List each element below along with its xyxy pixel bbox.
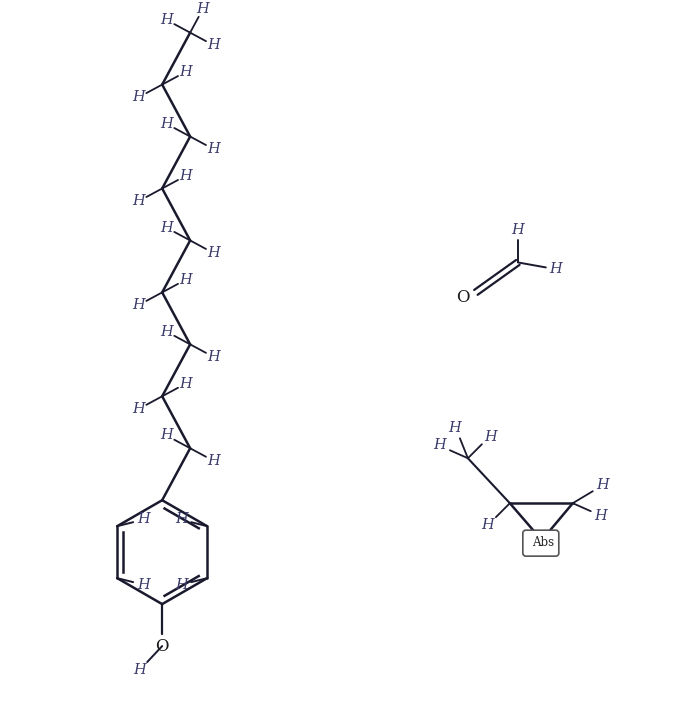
Text: H: H: [207, 38, 220, 53]
Text: H: H: [160, 220, 173, 235]
Text: H: H: [175, 512, 187, 526]
Text: H: H: [137, 578, 149, 592]
Text: H: H: [484, 431, 498, 444]
Text: H: H: [160, 13, 173, 27]
FancyBboxPatch shape: [523, 530, 559, 556]
Text: H: H: [180, 168, 192, 183]
Text: H: H: [207, 454, 220, 468]
Text: H: H: [180, 273, 192, 287]
Text: H: H: [132, 91, 145, 104]
Text: O: O: [456, 289, 470, 306]
Text: H: H: [132, 194, 145, 208]
Text: H: H: [175, 578, 187, 592]
Text: H: H: [511, 223, 524, 238]
Text: H: H: [596, 478, 609, 492]
Text: H: H: [132, 298, 145, 312]
Text: H: H: [180, 65, 192, 78]
Text: H: H: [133, 663, 146, 677]
Text: H: H: [207, 246, 220, 260]
Text: H: H: [482, 518, 494, 532]
Text: H: H: [594, 509, 607, 523]
Text: H: H: [132, 402, 145, 416]
Text: H: H: [207, 350, 220, 364]
Text: H: H: [160, 117, 173, 131]
Text: H: H: [160, 325, 173, 338]
Text: O: O: [155, 638, 169, 654]
Text: H: H: [137, 512, 149, 526]
Text: Abs: Abs: [532, 536, 554, 549]
Text: H: H: [196, 2, 209, 16]
Text: H: H: [160, 428, 173, 443]
Text: H: H: [433, 438, 446, 452]
Text: H: H: [180, 377, 192, 390]
Text: H: H: [549, 262, 562, 276]
Text: H: H: [448, 421, 462, 436]
Text: H: H: [207, 143, 220, 156]
